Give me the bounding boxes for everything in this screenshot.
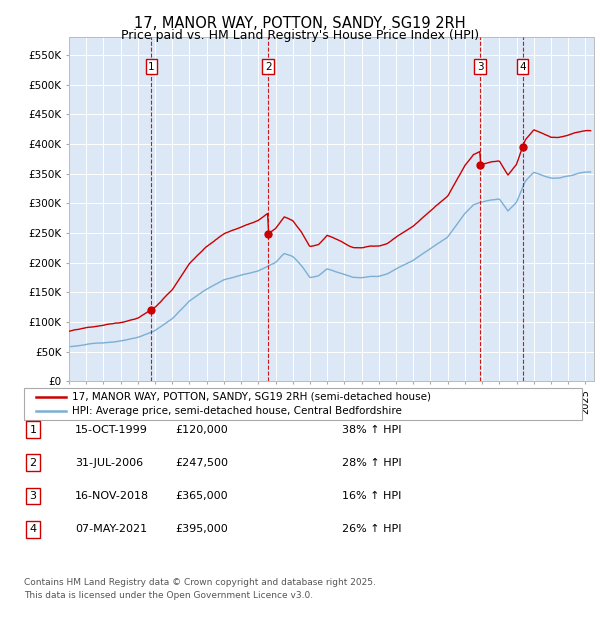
Text: 31-JUL-2006: 31-JUL-2006 bbox=[75, 458, 143, 467]
Text: 4: 4 bbox=[519, 62, 526, 72]
Text: 1: 1 bbox=[29, 425, 37, 435]
Text: Contains HM Land Registry data © Crown copyright and database right 2025.
This d: Contains HM Land Registry data © Crown c… bbox=[24, 578, 376, 600]
Text: £247,500: £247,500 bbox=[175, 458, 228, 467]
Text: £120,000: £120,000 bbox=[175, 425, 228, 435]
Text: 1: 1 bbox=[148, 62, 155, 72]
Text: 28% ↑ HPI: 28% ↑ HPI bbox=[342, 458, 401, 467]
Text: 26% ↑ HPI: 26% ↑ HPI bbox=[342, 525, 401, 534]
Text: HPI: Average price, semi-detached house, Central Bedfordshire: HPI: Average price, semi-detached house,… bbox=[72, 406, 402, 416]
Text: £365,000: £365,000 bbox=[175, 491, 228, 501]
Text: 3: 3 bbox=[29, 491, 37, 501]
Text: 07-MAY-2021: 07-MAY-2021 bbox=[75, 525, 147, 534]
Text: 16% ↑ HPI: 16% ↑ HPI bbox=[342, 491, 401, 501]
Text: Price paid vs. HM Land Registry's House Price Index (HPI): Price paid vs. HM Land Registry's House … bbox=[121, 29, 479, 42]
Text: 2: 2 bbox=[265, 62, 272, 72]
Text: 38% ↑ HPI: 38% ↑ HPI bbox=[342, 425, 401, 435]
Text: 17, MANOR WAY, POTTON, SANDY, SG19 2RH (semi-detached house): 17, MANOR WAY, POTTON, SANDY, SG19 2RH (… bbox=[72, 392, 431, 402]
Text: 17, MANOR WAY, POTTON, SANDY, SG19 2RH: 17, MANOR WAY, POTTON, SANDY, SG19 2RH bbox=[134, 16, 466, 30]
Text: 2: 2 bbox=[29, 458, 37, 467]
Text: 15-OCT-1999: 15-OCT-1999 bbox=[75, 425, 148, 435]
Text: 3: 3 bbox=[477, 62, 484, 72]
Text: 4: 4 bbox=[29, 525, 37, 534]
Text: 16-NOV-2018: 16-NOV-2018 bbox=[75, 491, 149, 501]
Text: £395,000: £395,000 bbox=[175, 525, 228, 534]
